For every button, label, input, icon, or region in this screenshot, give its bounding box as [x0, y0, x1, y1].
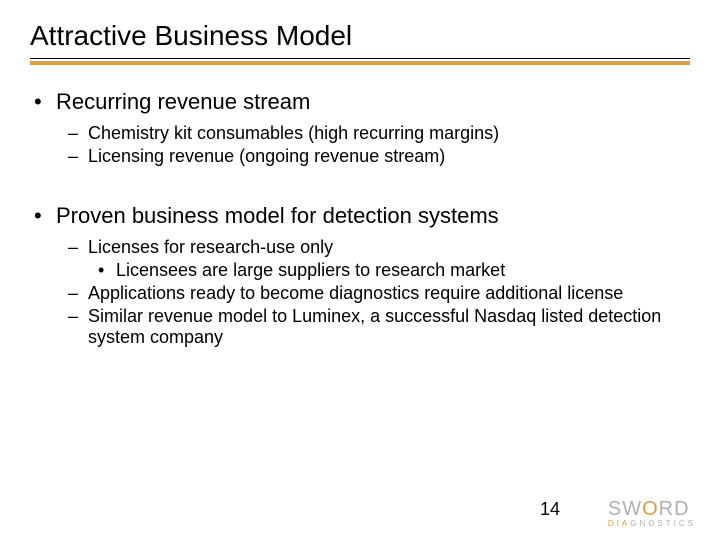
list-item: • Recurring revenue stream – Chemistry k…	[34, 89, 690, 167]
list-item: – Similar revenue model to Luminex, a su…	[68, 306, 690, 348]
brand-logo: SWORD DIAGNOSTICS	[608, 498, 696, 528]
dash-bullet-icon: –	[68, 237, 88, 258]
disc-bullet-icon: •	[34, 89, 56, 115]
dash-bullet-icon: –	[68, 146, 88, 167]
list-item: • Licensees are large suppliers to resea…	[98, 260, 690, 281]
disc-bullet-icon: •	[34, 203, 56, 229]
bullet-text: Licenses for research-use only	[88, 237, 333, 258]
dash-bullet-icon: –	[68, 283, 88, 304]
bullet-text: Licensing revenue (ongoing revenue strea…	[88, 146, 445, 167]
dash-bullet-icon: –	[68, 306, 88, 327]
bullet-text: Proven business model for detection syst…	[56, 203, 499, 229]
list-item: • Proven business model for detection sy…	[34, 203, 690, 348]
disc-bullet-icon: •	[98, 260, 116, 281]
bullet-text: Chemistry kit consumables (high recurrin…	[88, 123, 499, 144]
title-accent-bar	[30, 61, 690, 65]
slide-title: Attractive Business Model	[30, 20, 690, 52]
bullet-text: Applications ready to become diagnostics…	[88, 283, 623, 304]
bullet-text: Recurring revenue stream	[56, 89, 310, 115]
logo-sub-text: DIAGNOSTICS	[608, 519, 696, 528]
bullet-text: Similar revenue model to Luminex, a succ…	[88, 306, 690, 348]
page-number: 14	[540, 499, 560, 520]
list-item: – Licensing revenue (ongoing revenue str…	[68, 146, 690, 167]
list-item: – Applications ready to become diagnosti…	[68, 283, 690, 304]
logo-main-text: SWORD	[608, 498, 696, 521]
dash-bullet-icon: –	[68, 123, 88, 144]
slide: Attractive Business Model • Recurring re…	[0, 0, 720, 540]
bullet-text: Licensees are large suppliers to researc…	[116, 260, 505, 281]
bullet-list: • Recurring revenue stream – Chemistry k…	[30, 89, 690, 348]
list-item: – Licenses for research-use only • Licen…	[68, 237, 690, 281]
list-item: – Chemistry kit consumables (high recurr…	[68, 123, 690, 144]
title-underline	[30, 58, 690, 59]
